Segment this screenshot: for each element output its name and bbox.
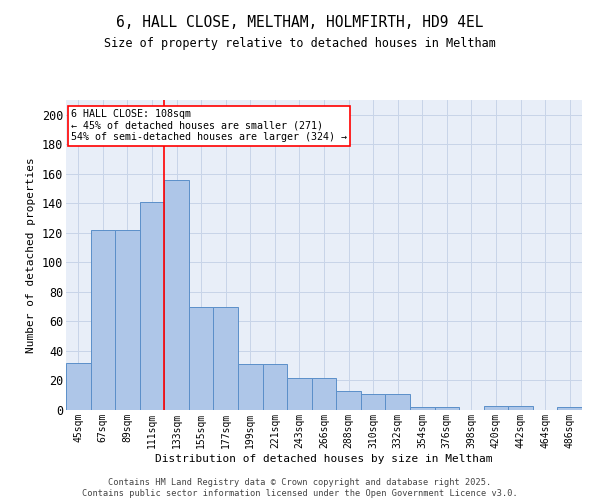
Bar (66, 363, 91, 410)
Bar (484, 406, 508, 410)
Bar (557, 407, 582, 410)
Bar (312, 378, 336, 410)
Bar (115, 230, 140, 410)
Text: 6, HALL CLOSE, MELTHAM, HOLMFIRTH, HD9 4EL: 6, HALL CLOSE, MELTHAM, HOLMFIRTH, HD9 4… (116, 15, 484, 30)
Text: Size of property relative to detached houses in Meltham: Size of property relative to detached ho… (104, 38, 496, 51)
Bar (263, 364, 287, 410)
Text: Contains HM Land Registry data © Crown copyright and database right 2025.
Contai: Contains HM Land Registry data © Crown c… (82, 478, 518, 498)
Bar (238, 364, 263, 410)
Bar (336, 391, 361, 410)
Bar (164, 180, 189, 410)
Bar (385, 394, 410, 410)
Bar (434, 407, 459, 410)
Y-axis label: Number of detached properties: Number of detached properties (26, 157, 36, 353)
X-axis label: Distribution of detached houses by size in Meltham: Distribution of detached houses by size … (155, 454, 493, 464)
Bar (140, 202, 164, 410)
Bar (508, 406, 533, 410)
Bar (410, 407, 434, 410)
Bar (287, 378, 312, 410)
Bar (189, 306, 214, 410)
Bar (91, 230, 115, 410)
Bar (361, 394, 385, 410)
Bar (214, 306, 238, 410)
Text: 6 HALL CLOSE: 108sqm
← 45% of detached houses are smaller (271)
54% of semi-deta: 6 HALL CLOSE: 108sqm ← 45% of detached h… (71, 110, 347, 142)
